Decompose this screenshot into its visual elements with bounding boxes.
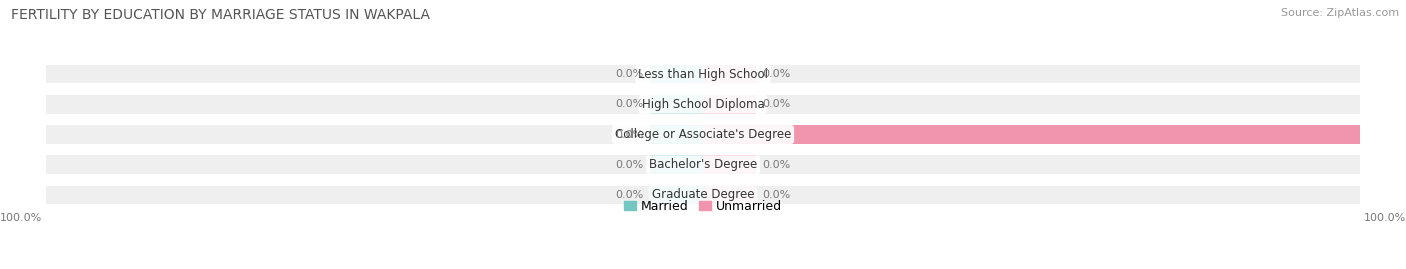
Bar — [46, 155, 1360, 174]
Text: College or Associate's Degree: College or Associate's Degree — [614, 128, 792, 141]
Text: 100.0%: 100.0% — [1367, 129, 1406, 140]
Bar — [651, 125, 703, 144]
Text: 0.0%: 0.0% — [616, 69, 644, 79]
Text: Bachelor's Degree: Bachelor's Degree — [650, 158, 756, 171]
Bar — [703, 186, 755, 204]
Bar — [651, 95, 703, 114]
Text: 0.0%: 0.0% — [616, 190, 644, 200]
Bar — [703, 125, 1360, 144]
Text: 0.0%: 0.0% — [616, 99, 644, 109]
Text: 0.0%: 0.0% — [616, 160, 644, 170]
Bar — [703, 95, 755, 114]
Bar — [703, 155, 755, 174]
Text: 0.0%: 0.0% — [762, 160, 790, 170]
Text: High School Diploma: High School Diploma — [641, 98, 765, 111]
Text: FERTILITY BY EDUCATION BY MARRIAGE STATUS IN WAKPALA: FERTILITY BY EDUCATION BY MARRIAGE STATU… — [11, 8, 430, 22]
Bar — [46, 186, 1360, 204]
Bar — [703, 65, 755, 83]
Bar — [46, 65, 1360, 83]
Bar — [651, 186, 703, 204]
Bar — [651, 65, 703, 83]
Text: 0.0%: 0.0% — [616, 129, 644, 140]
Bar — [651, 155, 703, 174]
Text: 100.0%: 100.0% — [0, 213, 42, 222]
Text: Source: ZipAtlas.com: Source: ZipAtlas.com — [1281, 8, 1399, 18]
Text: 100.0%: 100.0% — [1364, 213, 1406, 222]
Text: 0.0%: 0.0% — [762, 69, 790, 79]
Text: Less than High School: Less than High School — [638, 68, 768, 81]
Bar — [46, 95, 1360, 114]
Legend: Married, Unmarried: Married, Unmarried — [619, 195, 787, 218]
Text: 0.0%: 0.0% — [762, 190, 790, 200]
Bar — [46, 125, 1360, 144]
Text: Graduate Degree: Graduate Degree — [652, 188, 754, 201]
Text: 0.0%: 0.0% — [762, 99, 790, 109]
